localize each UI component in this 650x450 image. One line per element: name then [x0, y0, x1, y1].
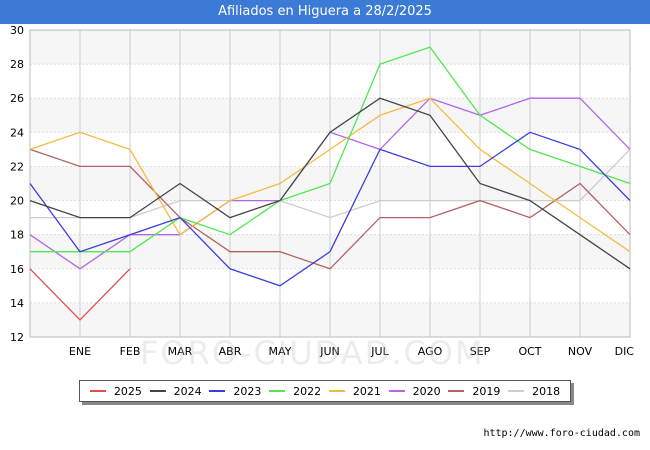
legend-item-2018: 2018 — [508, 385, 560, 398]
x-tick-label: JUN — [319, 345, 340, 358]
legend-swatch — [149, 390, 166, 392]
y-tick-label: 18 — [10, 229, 24, 242]
legend-swatch — [89, 390, 106, 392]
series-line-2019 — [29, 148, 631, 270]
y-tick-label: 26 — [10, 92, 24, 105]
y-tick-label: 28 — [10, 58, 24, 71]
x-tick-label: JUL — [370, 345, 389, 358]
x-tick-label: MAY — [269, 345, 292, 358]
series-line-2021 — [29, 97, 631, 253]
legend-item-2019: 2019 — [448, 385, 500, 398]
y-tick-label: 22 — [10, 160, 24, 173]
legend-item-2023: 2023 — [209, 385, 261, 398]
x-tick-label: NOV — [568, 345, 593, 358]
legend: 2025 2024 2023 2022 2021 2020 2019 2018 — [79, 380, 571, 402]
legend-swatch — [448, 390, 465, 392]
legend-label: 2020 — [412, 384, 441, 398]
legend-item-2025: 2025 — [89, 384, 142, 398]
legend-label: 2022 — [293, 384, 322, 398]
legend-label: 2019 — [472, 384, 501, 398]
legend-item-2020: 2020 — [388, 384, 441, 398]
y-tick-label: 30 — [10, 24, 24, 37]
legend-swatch — [508, 390, 525, 392]
series-line-2023 — [29, 131, 631, 287]
series-line-2025 — [29, 268, 131, 321]
series-line-2024 — [29, 97, 631, 270]
y-tick-label: 14 — [10, 297, 24, 310]
chart-title: Afiliados en Higuera a 28/2/2025 — [0, 0, 650, 24]
x-tick-label: OCT — [518, 345, 541, 358]
x-tick-label: ENE — [69, 345, 91, 358]
y-axis-ticks: 12 14 16 18 20 22 24 26 28 30 — [10, 24, 24, 344]
source-url[interactable]: http://www.foro-ciudad.com — [483, 428, 640, 439]
x-tick-label: MAR — [168, 345, 193, 358]
y-tick-label: 12 — [10, 331, 24, 344]
legend-item-2021: 2021 — [328, 384, 381, 398]
y-tick-label: 20 — [10, 195, 24, 208]
legend-label: 2023 — [233, 384, 262, 398]
legend-item-2024: 2024 — [149, 384, 202, 398]
legend-swatch — [328, 390, 345, 392]
x-tick-label: FEB — [120, 345, 141, 358]
series-lines — [29, 46, 631, 321]
watermark: FORO-CIUDAD.COM — [140, 334, 485, 372]
legend-label: 2025 — [113, 384, 142, 398]
legend-swatch — [388, 390, 405, 392]
legend-swatch — [209, 390, 226, 392]
x-axis-ticks: ENE FEB MAR ABR MAY JUN JUL AGO SEP OCT NOV DIC — [69, 345, 634, 358]
x-tick-label: ABR — [219, 345, 242, 358]
x-tick-label: AGO — [418, 345, 443, 358]
y-tick-label: 16 — [10, 263, 24, 276]
series-line-2022 — [30, 46, 631, 253]
legend-label: 2021 — [352, 384, 381, 398]
legend-label: 2018 — [532, 384, 561, 398]
y-tick-label: 24 — [10, 126, 24, 139]
legend-label: 2024 — [173, 384, 202, 398]
legend-swatch — [269, 390, 286, 392]
x-tick-label: SEP — [470, 345, 491, 358]
legend-item-2022: 2022 — [269, 385, 321, 398]
x-tick-label: DIC — [615, 345, 635, 358]
